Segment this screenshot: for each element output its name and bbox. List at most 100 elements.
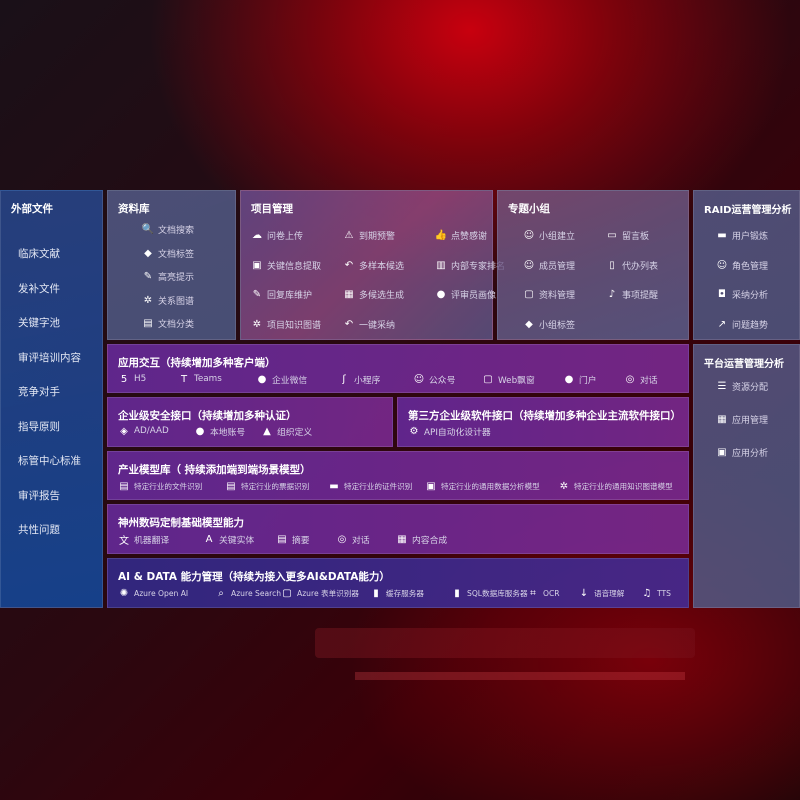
aidata-panel: AI & DATA 能力管理（持续为接入更多AI&DATA能力） ✺ Azure O… (107, 558, 689, 608)
list-item[interactable]: ▤ 文档分类 (142, 317, 194, 330)
foundation-panel: 神州数码定制基础模型能力文机器翻译 A 关键实体 ▤ 摘要 ◎ 对话 ▦ 内容合成 (107, 504, 689, 554)
list-item[interactable]: ʃ 小程序 (338, 373, 380, 386)
list-item[interactable]: ☺ 公众号 (413, 373, 456, 386)
list-item[interactable]: ▦ 多候选生成 (343, 288, 404, 301)
id-card-icon: ▬ (329, 480, 339, 492)
chart-icon: ▣ (426, 480, 436, 492)
item-label: 关键信息提取 (267, 261, 322, 272)
portal-icon: ● (564, 374, 574, 385)
panel-title: 企业级安全接口（持续增加多种认证） (118, 410, 297, 422)
item-label: 组织定义 (277, 428, 313, 438)
list-item[interactable]: ♫ TTS (641, 587, 671, 599)
list-item[interactable]: ◆ 小组标签 (523, 318, 575, 331)
list-item[interactable]: ▯ 代办列表 (606, 259, 658, 272)
list-item[interactable]: ▤ 摘要 (276, 533, 310, 546)
list-item[interactable]: A 关键实体 (203, 533, 255, 546)
list-item[interactable]: ☁ 问卷上传 (251, 229, 303, 242)
tts-icon: ♫ (642, 587, 652, 599)
entity-icon: A (205, 534, 213, 545)
list-item[interactable]: ✎ 高亮提示 (142, 270, 194, 283)
list-item[interactable]: ▦ 内容合成 (396, 533, 447, 546)
external-item[interactable]: 审评报告 (18, 489, 60, 502)
list-item[interactable]: ☰ 资源分配 (716, 380, 769, 393)
list-item[interactable]: ● 企业微信 (256, 373, 308, 386)
list-item[interactable]: ↶ 多样本候选 (343, 259, 404, 272)
item-label: 点赞感谢 (451, 232, 488, 242)
list-item[interactable]: 5 H5 (118, 373, 146, 385)
external-item[interactable]: 指导原则 (18, 420, 60, 433)
external-item[interactable]: 竞争对手 (18, 386, 60, 398)
list-item[interactable]: ◈ AD/AAD (118, 425, 169, 437)
list-item[interactable]: ● 本地账号 (194, 425, 246, 438)
list-item[interactable]: ⌕ Azure Search (215, 587, 281, 599)
list-item[interactable]: ▢ Web飘窗 (482, 373, 535, 386)
puzzle-icon: ▦ (344, 289, 354, 300)
external-item[interactable]: 关键字池 (18, 317, 60, 329)
list-item[interactable]: 👍 点赞感谢 (435, 229, 487, 242)
org-icon: ▲ (263, 426, 271, 437)
list-item[interactable]: ✲ 特定行业的通用知识图谱模型 (558, 480, 673, 492)
list-item[interactable]: ☺ 小组建立 (523, 229, 575, 242)
tag-icon: ◆ (144, 247, 152, 259)
list-item[interactable]: ▣ 应用分析 (716, 446, 768, 459)
item-label: 内部专家排名 (451, 261, 506, 272)
item-label: 对话 (352, 536, 370, 546)
list-item[interactable]: 文机器翻译 (118, 533, 169, 547)
list-item[interactable]: ▢ 资料管理 (523, 288, 575, 301)
list-item[interactable]: ✎ 回复库维护 (251, 288, 312, 301)
group-icon: ☺ (523, 230, 535, 241)
list-item[interactable]: ✺ Azure Open AI (118, 587, 188, 599)
list-item[interactable]: ✲ 关系图谱 (142, 294, 194, 307)
list-item[interactable]: ▤ 特定行业的票据识别 (225, 480, 309, 492)
list-item[interactable]: ↶ 一键采纳 (343, 318, 395, 331)
list-item[interactable]: ▮ SQL数据库服务器 (451, 587, 527, 599)
edit-icon: ✎ (252, 289, 262, 300)
external-item[interactable]: 审评培训内容 (18, 351, 81, 364)
list-item[interactable]: ◎ 对话 (624, 373, 658, 386)
item-label: 高亮提示 (158, 273, 195, 283)
item-label: 摘要 (292, 536, 310, 546)
list-item[interactable]: ▭ 留言板 (606, 229, 649, 242)
list-item[interactable]: ● 评审员画像 (435, 288, 496, 301)
list-item[interactable]: ◎ 对话 (336, 533, 370, 546)
list-item[interactable]: ◆ 文档标签 (142, 247, 194, 260)
list-item[interactable]: ▤ 特定行业的文件识别 (118, 480, 202, 492)
list-item[interactable]: ✲ 项目知识图谱 (251, 318, 321, 331)
list-item[interactable]: ↓ 语音理解 (578, 587, 625, 599)
panel-title: 项目管理 (251, 203, 293, 215)
local-account-icon: ● (195, 426, 205, 437)
external-item[interactable]: 发补文件 (18, 282, 60, 295)
list-item[interactable]: ▢ Azure 表单识别器 (281, 587, 359, 599)
list-item[interactable]: ⚠ 到期预警 (343, 229, 396, 242)
item-label: 多样本候选 (359, 261, 405, 272)
item-label: 语音理解 (594, 588, 625, 598)
item-label: 内容合成 (412, 536, 448, 546)
list-item[interactable]: ◘ 采纳分析 (716, 288, 768, 301)
list-item[interactable]: ♪ 事项提醒 (606, 288, 658, 301)
list-item[interactable]: ● 门户 (563, 373, 597, 386)
list-item[interactable]: ⚙ API自动化设计器 (408, 425, 491, 438)
list-item[interactable]: ▣ 特定行业的通用数据分析模型 (425, 480, 539, 492)
list-item[interactable]: ⌗ OCR (527, 587, 559, 599)
list-item[interactable]: T Teams (178, 373, 222, 385)
list-item[interactable]: ☺ 角色管理 (716, 259, 768, 272)
list-item[interactable]: ▥ 内部专家排名 (435, 259, 505, 272)
wechat-work-icon: ● (257, 374, 267, 385)
external-item[interactable]: 标管中心标准 (18, 455, 81, 467)
ocr-icon: ⌗ (530, 587, 536, 599)
external-item[interactable]: 临床文献 (18, 248, 60, 260)
external-item[interactable]: 共性问题 (18, 524, 60, 536)
list-item[interactable]: ▦ 应用管理 (716, 413, 768, 426)
list-item[interactable]: ↗ 问题趋势 (716, 318, 768, 331)
summary-icon: ▤ (277, 534, 287, 545)
list-item[interactable]: 🔍 文档搜索 (142, 223, 194, 236)
list-item[interactable]: ▣ 关键信息提取 (251, 259, 321, 272)
list-item[interactable]: ▬ 特定行业的证件识别 (328, 480, 412, 492)
list-item[interactable]: ▲ 组织定义 (261, 425, 312, 438)
list-item[interactable]: ▮ 缓存服务器 (370, 587, 424, 599)
item-label: 项目知识图谱 (267, 320, 322, 331)
graph-icon: ✲ (559, 480, 569, 492)
list-item[interactable]: ▬ 用户锻炼 (716, 229, 768, 242)
panel-title: RAID运营管理分析 (704, 205, 792, 216)
list-item[interactable]: ☺ 成员管理 (523, 259, 575, 272)
